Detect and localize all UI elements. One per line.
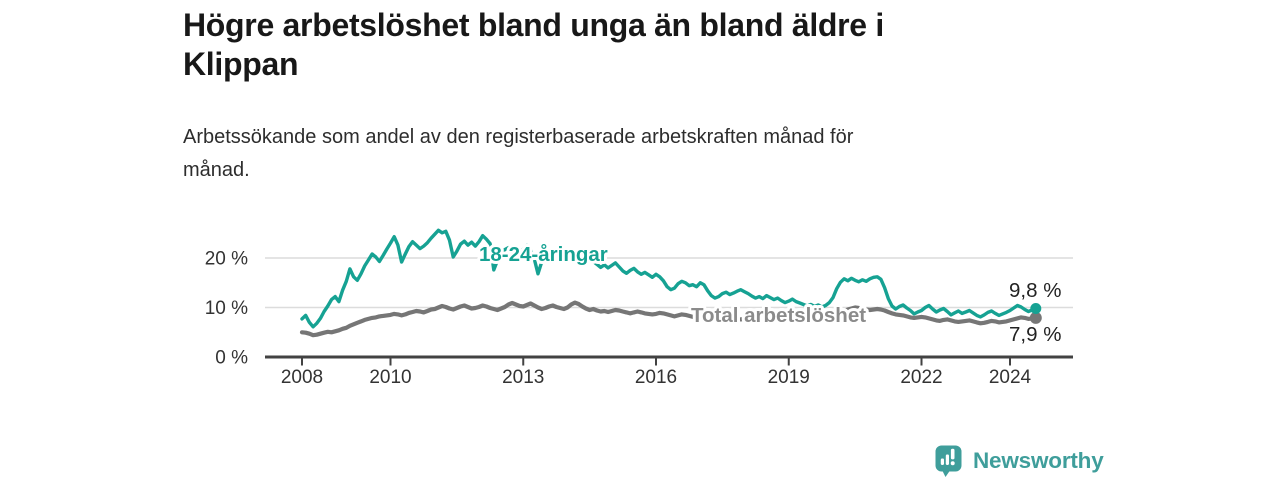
end-value-label-total: 7,9 % — [1009, 323, 1061, 346]
series-label-youth: 18-24-åringar — [479, 243, 608, 266]
x-tick-label: 2022 — [900, 367, 942, 388]
endpoint-dot-youth — [1030, 303, 1042, 314]
x-tick-label: 2016 — [635, 367, 677, 388]
endpoint-dots — [1029, 303, 1042, 324]
x-tick-label: 2008 — [281, 367, 323, 388]
y-tick-label: 20 % — [205, 249, 248, 270]
endpoint-dot-total — [1029, 311, 1042, 324]
x-tick-label: 2019 — [768, 367, 810, 388]
newsworthy-wordmark: Newsworthy — [973, 448, 1104, 473]
axis-group: 0 % 10 % 20 % 2008 2010 2013 2016 2019 2022 2024 — [205, 249, 1073, 388]
y-tick-label: 10 % — [205, 298, 248, 319]
chart-title-line1: Högre arbetslöshet bland unga än bland ä… — [183, 7, 884, 43]
series-line-youth — [300, 228, 1038, 329]
grid-group — [265, 257, 1073, 309]
chart-subtitle-line2: månad. — [183, 159, 250, 181]
chart-subtitle: Arbetssökande som andel av den registerb… — [183, 121, 1043, 187]
series-line-total — [299, 300, 1038, 338]
x-tick-label: 2013 — [502, 367, 544, 388]
series-group — [299, 228, 1038, 338]
newsworthy-logo: Newsworthy — [934, 444, 1104, 478]
x-tick-label: 2024 — [989, 367, 1032, 388]
end-value-label-youth: 9,8 % — [1009, 279, 1061, 302]
chart-title: Högre arbetslöshet bland unga än bland ä… — [183, 6, 1043, 84]
bar-chart-speech-bubble-icon — [935, 445, 962, 477]
x-tick-label: 2010 — [369, 367, 411, 388]
label-group: 18-24-åringar Total arbetslöshet 9,8 % 7… — [476, 240, 1064, 349]
y-tick-label: 0 % — [215, 348, 248, 369]
chart-title-line2: Klippan — [183, 46, 299, 82]
series-label-total: Total arbetslöshet — [691, 304, 866, 327]
chart-subtitle-line1: Arbetssökande som andel av den registerb… — [183, 126, 854, 148]
